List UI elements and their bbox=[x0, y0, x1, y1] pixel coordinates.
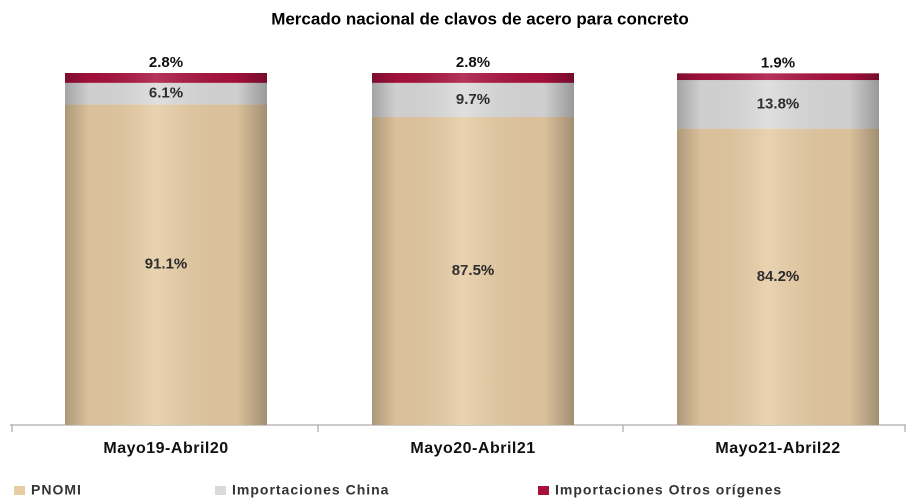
x-axis bbox=[10, 424, 906, 432]
data-label: 1.9% bbox=[761, 54, 795, 71]
data-label: 6.1% bbox=[149, 85, 183, 102]
legend-swatch bbox=[14, 486, 25, 495]
data-label: 2.8% bbox=[149, 54, 183, 71]
bar-segment bbox=[677, 73, 879, 81]
data-label: 9.7% bbox=[456, 91, 490, 108]
x-tick-label: Mayo19-Abril20 bbox=[103, 440, 228, 457]
x-tick-label: Mayo21-Abril22 bbox=[715, 440, 840, 457]
data-label: 2.8% bbox=[456, 54, 490, 71]
bar-segment bbox=[372, 73, 574, 83]
x-tick-label: Mayo20-Abril21 bbox=[410, 440, 535, 457]
data-label: 87.5% bbox=[452, 262, 495, 279]
legend-label: Importaciones China bbox=[232, 482, 389, 498]
legend-label: PNOMI bbox=[31, 482, 82, 498]
chart-title: Mercado nacional de clavos de acero para… bbox=[271, 9, 689, 28]
legend-label: Importaciones Otros orígenes bbox=[555, 482, 782, 498]
data-label: 84.2% bbox=[757, 268, 800, 285]
legend-swatch bbox=[538, 486, 549, 495]
legend-swatch bbox=[215, 486, 226, 495]
bar-segment bbox=[65, 73, 267, 83]
data-label: 91.1% bbox=[145, 256, 188, 273]
data-label: 13.8% bbox=[757, 95, 800, 112]
